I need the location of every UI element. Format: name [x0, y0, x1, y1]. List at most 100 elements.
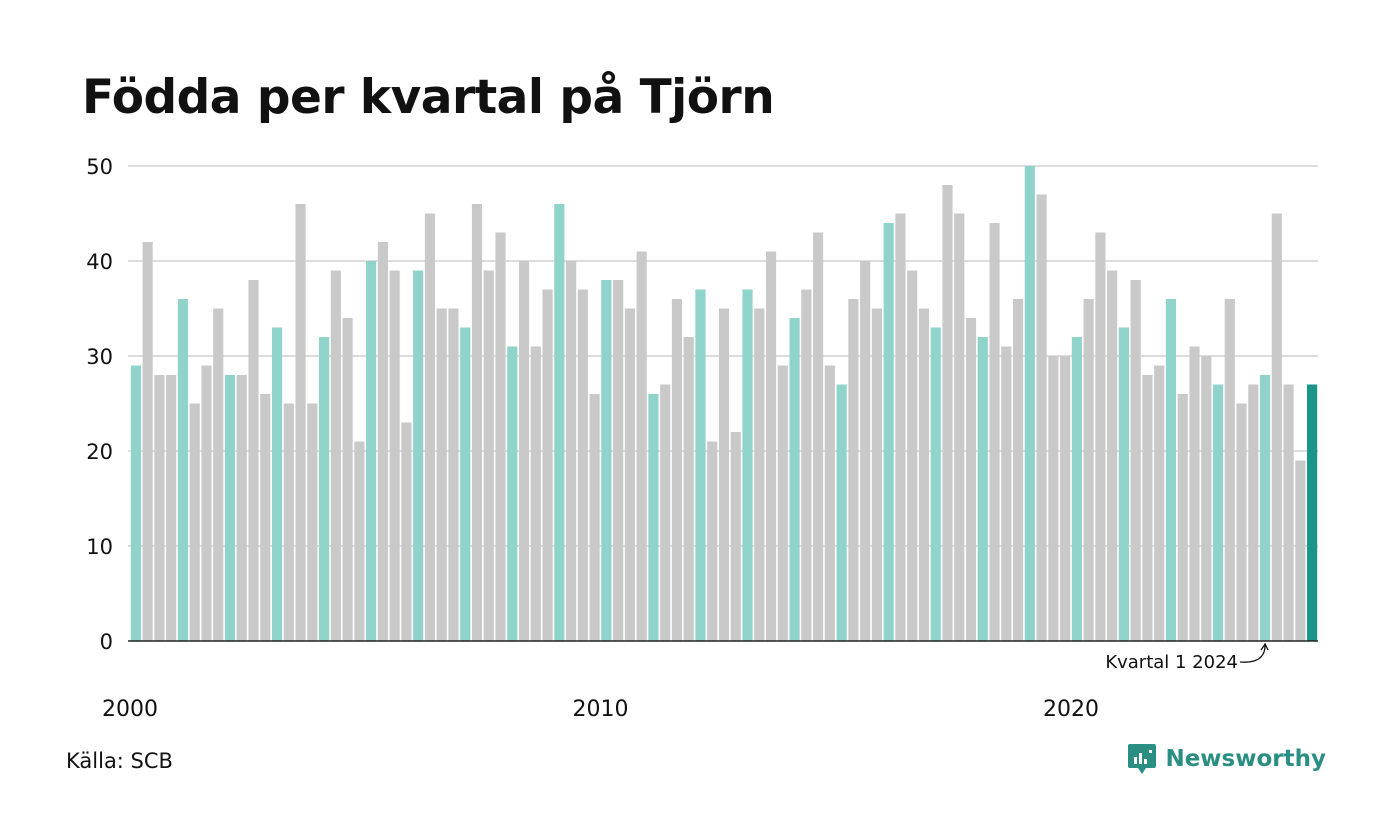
bar [354, 441, 365, 641]
newsworthy-logo-icon [1128, 744, 1157, 774]
bar [660, 384, 671, 641]
bar [130, 365, 141, 641]
bar [1259, 375, 1271, 641]
bar [189, 403, 200, 641]
bar [518, 261, 530, 641]
bar [1095, 232, 1106, 641]
bar [330, 270, 341, 641]
bar [471, 204, 483, 641]
bar [177, 299, 189, 641]
bar [965, 318, 977, 641]
bar [1060, 356, 1071, 641]
bar [648, 394, 659, 641]
bar [1118, 327, 1130, 641]
bar [401, 422, 412, 641]
bar [801, 289, 812, 641]
y-tick-label: 0 [100, 630, 113, 654]
bar [366, 261, 377, 641]
bar [507, 346, 518, 641]
bar [624, 308, 635, 641]
bar [789, 318, 800, 641]
bar [765, 251, 777, 641]
bar [283, 403, 294, 641]
bar [1224, 299, 1235, 641]
y-tick-label: 10 [86, 535, 113, 559]
chart-title: Födda per kvartal på Tjörn [82, 70, 775, 125]
bar [907, 270, 918, 641]
y-tick-label: 20 [86, 440, 113, 464]
bar [154, 375, 165, 641]
y-axis-ticks: 0 10 20 30 40 50 [86, 155, 113, 654]
bar [636, 251, 647, 641]
bar [754, 308, 765, 641]
bar [860, 261, 871, 641]
y-tick-label: 30 [86, 345, 113, 369]
bar [166, 375, 177, 641]
y-tick-label: 40 [86, 250, 113, 274]
bar [1201, 356, 1212, 641]
bar [1189, 346, 1200, 641]
bar [1177, 394, 1188, 641]
bar [1001, 346, 1012, 641]
bar [1012, 299, 1024, 641]
bar [1212, 384, 1224, 641]
bar [318, 337, 330, 641]
bar [1130, 280, 1141, 641]
bar [613, 280, 624, 641]
bar [742, 289, 753, 641]
bar [307, 403, 318, 641]
bar [707, 441, 718, 641]
bar [977, 337, 988, 641]
bar [942, 185, 953, 641]
bar [377, 242, 388, 641]
x-tick-label: 2010 [572, 697, 628, 722]
bar [483, 270, 494, 641]
bar [1271, 213, 1282, 641]
bar [260, 394, 271, 641]
source-label: Källa: SCB [66, 749, 173, 773]
x-axis-ticks: 2000 2010 2020 [102, 697, 1099, 722]
bar [883, 223, 894, 641]
bar [495, 232, 506, 641]
bar [460, 327, 471, 641]
bar [436, 308, 447, 641]
bar [813, 232, 824, 641]
bar [871, 308, 882, 641]
bar [1083, 299, 1094, 641]
bar [577, 289, 588, 641]
brand-logo: Newsworthy [1127, 742, 1326, 776]
bar [554, 204, 565, 641]
bar [142, 242, 153, 641]
bar [848, 299, 859, 641]
bar [930, 327, 941, 641]
bar [224, 375, 236, 641]
bar [954, 213, 965, 641]
bar [730, 432, 741, 641]
bar [836, 384, 847, 641]
bar [1036, 194, 1047, 641]
bar [683, 337, 694, 641]
bar [989, 223, 1000, 641]
x-tick-label: 2020 [1043, 697, 1099, 722]
bar [1165, 299, 1177, 641]
bar [201, 365, 212, 641]
bars [130, 166, 1318, 641]
bar [424, 213, 436, 641]
bar [918, 308, 930, 641]
bar [1024, 166, 1035, 641]
bar [413, 270, 424, 641]
bar [1142, 375, 1153, 641]
y-tick-label: 50 [86, 155, 113, 179]
bar [342, 318, 353, 641]
bar-highlight [1307, 384, 1318, 641]
bar [1236, 403, 1247, 641]
brand-name: Newsworthy [1165, 746, 1326, 772]
bar [1107, 270, 1118, 641]
bar [448, 308, 459, 641]
bar [601, 280, 612, 641]
annotation-label: Kvartal 1 2024 [1105, 652, 1238, 673]
x-tick-label: 2000 [102, 697, 158, 722]
bar [824, 365, 835, 641]
bar [1154, 365, 1165, 641]
bar [1248, 384, 1259, 641]
